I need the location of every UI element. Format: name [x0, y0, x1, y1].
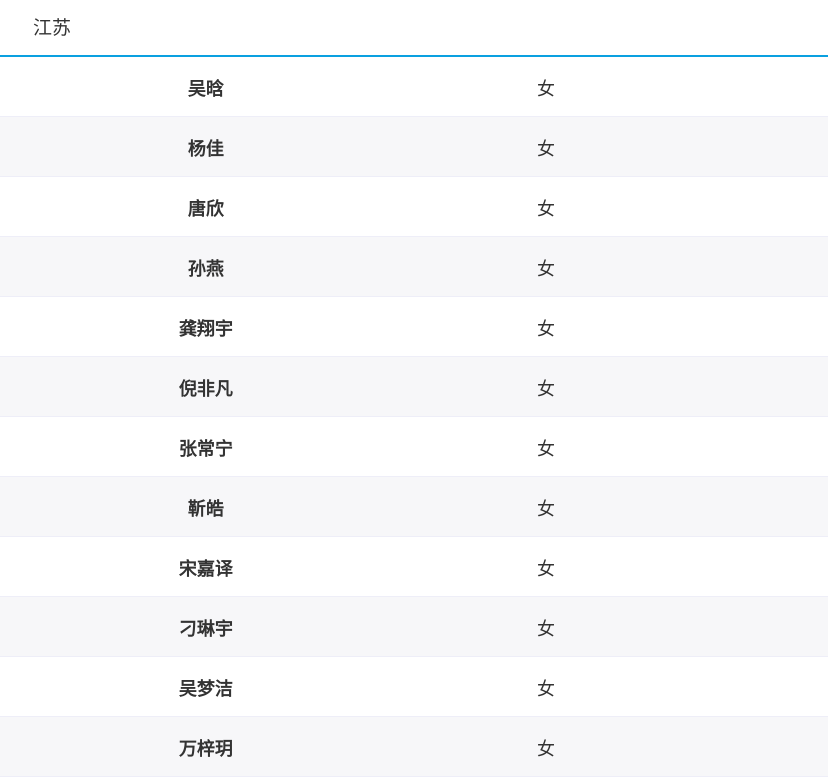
- table-row[interactable]: 宋嘉译 女: [0, 537, 828, 597]
- player-gender: 女: [537, 379, 555, 400]
- player-table: 吴晗女杨佳女唐欣女孙燕女龚翔宇女倪非凡女张常宁女靳皓女宋嘉译女刁琳宇女吴梦洁女万…: [0, 57, 828, 777]
- player-name: 万梓玥: [179, 739, 233, 760]
- player-gender: 女: [537, 199, 555, 220]
- table-row[interactable]: 刁琳宇 女: [0, 597, 828, 657]
- player-name: 龚翔宇: [179, 319, 233, 340]
- player-name: 孙燕: [188, 259, 224, 280]
- table-row[interactable]: 孙燕 女: [0, 237, 828, 297]
- player-name: 倪非凡: [179, 379, 233, 400]
- table-row[interactable]: 万梓玥 女: [0, 717, 828, 777]
- table-row[interactable]: 吴晗 女: [0, 57, 828, 117]
- player-name: 吴晗: [188, 79, 224, 100]
- player-gender: 女: [537, 139, 555, 160]
- player-gender: 女: [537, 439, 555, 460]
- player-gender: 女: [537, 259, 555, 280]
- table-row[interactable]: 龚翔宇 女: [0, 297, 828, 357]
- player-gender: 女: [537, 739, 555, 760]
- table-row[interactable]: 杨佳 女: [0, 117, 828, 177]
- player-gender: 女: [537, 679, 555, 700]
- table-row[interactable]: 倪非凡 女: [0, 357, 828, 417]
- player-gender: 女: [537, 79, 555, 100]
- group-header: 江苏: [0, 0, 828, 57]
- player-gender: 女: [537, 319, 555, 340]
- player-name: 张常宁: [179, 439, 233, 460]
- group-title: 江苏: [33, 17, 72, 39]
- player-name: 吴梦洁: [179, 679, 233, 700]
- player-name: 唐欣: [188, 199, 224, 220]
- table-row[interactable]: 靳皓 女: [0, 477, 828, 537]
- table-row[interactable]: 吴梦洁 女: [0, 657, 828, 717]
- player-gender: 女: [537, 559, 555, 580]
- table-row[interactable]: 唐欣 女: [0, 177, 828, 237]
- player-name: 杨佳: [188, 139, 224, 160]
- table-row[interactable]: 张常宁 女: [0, 417, 828, 477]
- player-name: 靳皓: [188, 499, 224, 520]
- player-gender: 女: [537, 619, 555, 640]
- player-name: 宋嘉译: [179, 559, 233, 580]
- player-name: 刁琳宇: [179, 619, 233, 640]
- player-gender: 女: [537, 499, 555, 520]
